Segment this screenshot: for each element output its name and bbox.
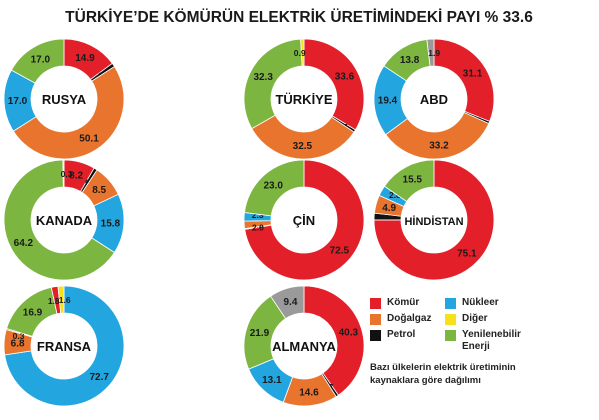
- slice-label-rusya-nukleer: 17.0: [8, 96, 28, 107]
- slice-label-fransa-petrol: 0.3: [13, 331, 25, 341]
- slice-label-hindistan-yenilenebilir: 15.5: [403, 174, 423, 185]
- slice-label-cin-yenilenebilir: 23.0: [264, 181, 284, 192]
- slice-label-kanada-diger: 0.3: [61, 169, 73, 179]
- legend-swatch-diger: [445, 314, 456, 325]
- slice-label-hindistan-dogalgaz: 4.9: [382, 203, 396, 214]
- legend-item-dogalgaz: Doğalgaz: [370, 313, 431, 325]
- legend-item-komur: Kömür: [370, 297, 419, 309]
- legend-label-nukleer: Nükleer: [462, 297, 499, 308]
- legend-label-petrol: Petrol: [387, 329, 416, 340]
- slice-label-kanada-komur: 8.2: [69, 171, 83, 182]
- donut-hole-hindistan: [401, 187, 467, 253]
- legend-item-nukleer: Nükleer: [445, 297, 499, 309]
- legend-swatch-dogalgaz: [370, 314, 381, 325]
- slice-label-kanada-yenilenebilir: 64.2: [14, 238, 34, 249]
- donut-fransa: 72.7 6.80.3 16.9 1.8 1.6 FRANSA: [3, 285, 125, 407]
- country-label-rusya: RUSYA: [42, 92, 87, 107]
- slice-label-rusya-komur: 14.9: [75, 53, 95, 64]
- legend-swatch-nukleer: [445, 298, 456, 309]
- country-label-hindistan: HİNDİSTAN: [404, 215, 463, 228]
- legend-swatch-komur: [370, 298, 381, 309]
- legend-item-petrol: Petrol: [370, 329, 415, 341]
- legend-label-diger: Diğer: [462, 313, 488, 324]
- donut-hole-fransa: [31, 313, 97, 379]
- slice-label-fransa-yenilenebilir: 16.9: [23, 307, 43, 318]
- legend-label-dogalgaz: Doğalgaz: [387, 313, 432, 324]
- country-label-turkiye: TÜRKİYE: [275, 92, 332, 107]
- donut-hole-almanya: [271, 313, 337, 379]
- slice-label-cin-dogalgaz: 2.0: [252, 222, 264, 232]
- slice-label-turkiye-komur: 33.6: [335, 72, 355, 83]
- slice-cin-yenilenebilir: [244, 159, 305, 217]
- slice-label-turkiye-dogalgaz: 32.5: [293, 141, 313, 152]
- slice-label-hindistan-komur: 75.1: [457, 248, 477, 259]
- slice-label-rusya-dogalgaz: 50.1: [79, 134, 99, 145]
- legend-label-yenilenebilir: Yenilenebilir Enerji: [462, 329, 521, 352]
- slice-label-almanya-dogalgaz: 14.6: [299, 388, 319, 399]
- slice-label-kanada-dogalgaz: 8.5: [92, 185, 106, 196]
- legend-label-komur: Kömür: [387, 297, 420, 308]
- donut-charts: 14.91.050.117.017.0RUSYA33.60.732.532.30…: [3, 38, 495, 407]
- slice-label-fransa-diger: 1.6: [59, 295, 71, 305]
- country-label-cin: ÇİN: [293, 213, 315, 228]
- slice-label-rusya-yenilenebilir: 17.0: [31, 54, 51, 65]
- chart-title: TÜRKİYE’DE KÖMÜRÜN ELEKTRİK ÜRETİMİNDEKİ…: [65, 9, 533, 26]
- country-label-almanya: ALMANYA: [272, 339, 336, 354]
- legend-item-yenilenebilir: Yenilenebilir Enerji: [445, 329, 535, 353]
- donut-hole-cin: [271, 187, 337, 253]
- slice-label-almanya-komur: 40.3: [339, 328, 359, 339]
- slice-label-hindistan-nukleer: 2.8: [389, 190, 401, 200]
- slice-label-abd-dogalgaz: 33.2: [429, 141, 449, 152]
- donut-hole-kanada: [31, 187, 97, 253]
- slice-label-almanya-yenilenebilir: 21.9: [250, 328, 270, 339]
- slice-label-abd-komur: 31.1: [463, 68, 483, 79]
- legend-swatch-yenilenebilir: [445, 330, 456, 341]
- legend-swatch-petrol: [370, 330, 381, 341]
- slice-label-almanya-nukleer: 13.1: [262, 375, 282, 386]
- country-label-kanada: KANADA: [36, 213, 93, 228]
- slice-label-abd-yenilenebilir: 13.8: [400, 55, 420, 66]
- slice-label-cin-komur: 72.5: [330, 246, 350, 257]
- donut-hole-rusya: [31, 66, 97, 132]
- slice-label-fransa-nukleer: 72.7: [90, 372, 110, 383]
- slice-label-turkiye-diger: 0.9: [294, 48, 306, 58]
- chart-note: Bazı ülkelerin elektrik üretiminin kayna…: [370, 362, 516, 386]
- slice-label-kanada-nukleer: 15.8: [101, 219, 121, 230]
- slice-label-turkiye-yenilenebilir: 32.3: [253, 72, 273, 83]
- donut-hole-abd: [401, 66, 467, 132]
- slice-label-fransa-komur: 1.8: [48, 296, 60, 306]
- slice-label-cin-nukleer: 2.3: [252, 210, 264, 220]
- slice-label-abd-diger_gri: 1.9: [428, 48, 440, 58]
- slice-label-fransa-dogalgaz: 6.8: [11, 339, 25, 350]
- country-label-abd: ABD: [420, 92, 448, 107]
- country-label-fransa: FRANSA: [37, 339, 92, 354]
- donut-hole-turkiye: [271, 66, 337, 132]
- slice-label-almanya-diger_gri: 9.4: [284, 297, 298, 308]
- slice-label-abd-nukleer: 19.4: [378, 96, 398, 107]
- legend-item-diger: Diğer: [445, 313, 488, 325]
